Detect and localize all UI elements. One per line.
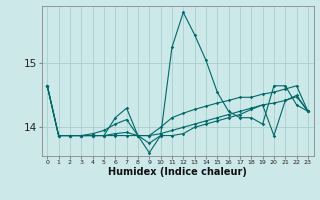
X-axis label: Humidex (Indice chaleur): Humidex (Indice chaleur) xyxy=(108,167,247,177)
